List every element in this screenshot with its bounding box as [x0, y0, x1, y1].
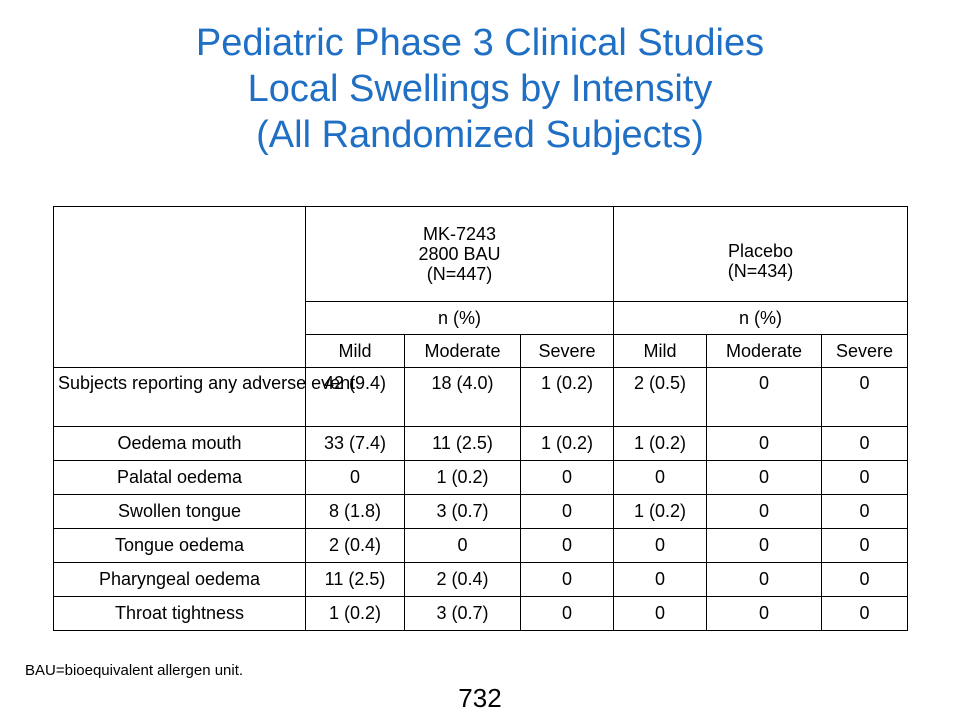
- table-cell: 3 (0.7): [404, 494, 521, 529]
- title-line-2: Local Swellings by Intensity: [247, 68, 713, 110]
- row-label: Swollen tongue: [53, 494, 306, 529]
- table-row: Throat tightness 1 (0.2) 3 (0.7) 0 0 0 0: [53, 596, 909, 631]
- table-cell: 0: [706, 528, 823, 563]
- severity-header: Moderate: [706, 334, 823, 368]
- group-header-placebo: Placebo (N=434): [613, 206, 909, 302]
- table-cell: 1 (0.2): [613, 494, 708, 529]
- header-corner-cell: [53, 206, 306, 368]
- slide-title: Pediatric Phase 3 Clinical Studies Local…: [0, 20, 960, 158]
- table-cell: 2 (0.4): [305, 528, 405, 563]
- severity-header: Mild: [613, 334, 708, 368]
- group-mk7243-n: (N=447): [426, 264, 493, 284]
- table-cell: 8 (1.8): [305, 494, 405, 529]
- title-line-1: Pediatric Phase 3 Clinical Studies: [195, 22, 765, 64]
- severity-header: Severe: [519, 334, 615, 368]
- table-cell: 0: [706, 596, 823, 631]
- table-cell: 0: [706, 494, 823, 529]
- table-cell: 1 (0.2): [404, 460, 521, 495]
- table-cell: 0: [821, 596, 909, 631]
- table-cell: 3 (0.7): [404, 596, 521, 631]
- table-row: Subjects reporting any adverse event 42 …: [53, 367, 909, 427]
- table-cell: 2 (0.5): [613, 367, 708, 427]
- severity-header: Severe: [821, 334, 909, 368]
- row-label: Tongue oedema: [53, 528, 306, 563]
- table-cell: 0: [404, 528, 521, 563]
- table-cell: 0: [821, 367, 909, 427]
- table-cell: 0: [519, 562, 615, 597]
- table-cell: 1 (0.2): [613, 426, 708, 461]
- table-cell: 1 (0.2): [519, 367, 615, 427]
- table-cell: 0: [706, 426, 823, 461]
- table-row: Palatal oedema 0 1 (0.2) 0 0 0 0: [53, 460, 909, 495]
- unit-label-placebo: n (%): [613, 301, 909, 335]
- table-cell: 0: [519, 528, 615, 563]
- row-label: Throat tightness: [53, 596, 306, 631]
- group-mk7243-name: MK-7243: [422, 224, 497, 244]
- table-row: Oedema mouth 33 (7.4) 11 (2.5) 1 (0.2) 1…: [53, 426, 909, 461]
- table-row: Swollen tongue 8 (1.8) 3 (0.7) 0 1 (0.2)…: [53, 494, 909, 529]
- table-cell: 0: [821, 460, 909, 495]
- table-cell: 0: [519, 494, 615, 529]
- group-placebo-n: (N=434): [727, 261, 794, 281]
- group-mk7243-dose: 2800 BAU: [418, 244, 501, 264]
- page-number: 732: [458, 683, 502, 713]
- table-cell: 2 (0.4): [404, 562, 521, 597]
- severity-header-row: Mild Moderate Severe Mild Moderate Sever…: [54, 334, 909, 368]
- row-label: Oedema mouth: [53, 426, 306, 461]
- table-cell: 11 (2.5): [404, 426, 521, 461]
- table-cell: 0: [821, 494, 909, 529]
- row-label: Subjects reporting any adverse event: [53, 367, 355, 427]
- table-cell: 0: [613, 562, 708, 597]
- severity-header: Moderate: [404, 334, 521, 368]
- table-row: Tongue oedema 2 (0.4) 0 0 0 0 0: [53, 528, 909, 563]
- table-cell: 33 (7.4): [305, 426, 405, 461]
- table-cell: 18 (4.0): [404, 367, 521, 427]
- table-cell: 0: [821, 528, 909, 563]
- group-placebo-name: Placebo: [728, 241, 794, 261]
- table-cell: 0: [821, 562, 909, 597]
- row-label: Pharyngeal oedema: [53, 562, 306, 597]
- table-cell: 0: [519, 596, 615, 631]
- table-cell: 0: [613, 596, 708, 631]
- group-header-row: MK-7243 2800 BAU (N=447) Placebo (N=434): [53, 206, 909, 368]
- unit-header-row: n (%) n (%): [54, 301, 909, 335]
- table-cell: 1 (0.2): [519, 426, 615, 461]
- table-cell: 0: [706, 367, 823, 427]
- severity-header: Mild: [305, 334, 405, 368]
- table-cell: 11 (2.5): [305, 562, 405, 597]
- table-cell: 42 (9.4): [305, 367, 405, 427]
- footnote: BAU=bioequivalent allergen unit.: [25, 662, 244, 679]
- unit-label-mk7243: n (%): [304, 301, 615, 335]
- table-row: Pharyngeal oedema 11 (2.5) 2 (0.4) 0 0 0…: [53, 562, 909, 597]
- title-line-3: (All Randomized Subjects): [256, 114, 704, 156]
- table-cell: 0: [706, 460, 823, 495]
- group-header-mk7243: MK-7243 2800 BAU (N=447): [304, 206, 615, 302]
- table-cell: 0: [613, 460, 708, 495]
- table-cell: 0: [821, 426, 909, 461]
- table-cell: 0: [706, 562, 823, 597]
- table-cell: 0: [519, 460, 615, 495]
- table-cell: 0: [613, 528, 708, 563]
- table-cell: 1 (0.2): [305, 596, 405, 631]
- table-cell: 0: [305, 460, 405, 495]
- adverse-events-table: MK-7243 2800 BAU (N=447) Placebo (N=434)…: [53, 206, 909, 631]
- row-label: Palatal oedema: [53, 460, 306, 495]
